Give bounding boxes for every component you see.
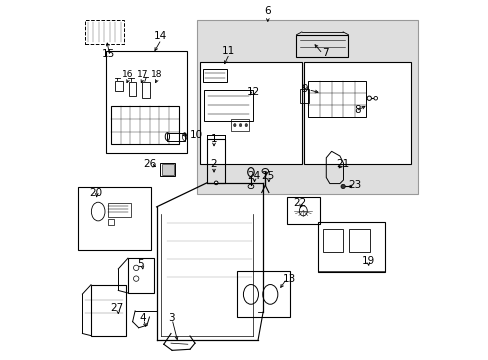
Text: 19: 19 — [361, 256, 374, 266]
Text: 2: 2 — [210, 159, 217, 169]
Bar — [296, 35, 348, 57]
Bar — [115, 81, 123, 91]
Bar — [129, 82, 136, 96]
Ellipse shape — [373, 96, 377, 100]
Text: 8: 8 — [353, 105, 360, 115]
Bar — [85, 21, 123, 44]
Ellipse shape — [165, 133, 169, 140]
Text: 5: 5 — [137, 259, 143, 269]
Text: 26: 26 — [142, 159, 156, 169]
Bar — [128, 258, 153, 293]
Text: 14: 14 — [153, 31, 166, 41]
Text: 18: 18 — [151, 70, 162, 79]
Bar — [160, 163, 175, 176]
Text: 11: 11 — [221, 46, 235, 56]
Text: 25: 25 — [261, 171, 274, 181]
Ellipse shape — [214, 181, 218, 185]
Text: 24: 24 — [246, 171, 260, 181]
Ellipse shape — [233, 123, 236, 127]
Bar — [142, 82, 150, 98]
Bar — [107, 203, 131, 217]
Bar — [197, 21, 418, 194]
Text: 4: 4 — [139, 313, 145, 323]
Ellipse shape — [366, 96, 371, 100]
Bar — [286, 197, 319, 224]
Bar — [78, 187, 151, 250]
Bar — [162, 164, 174, 175]
Text: 6: 6 — [264, 6, 270, 16]
Bar — [303, 62, 410, 164]
Bar — [348, 229, 369, 252]
Ellipse shape — [244, 123, 247, 127]
Ellipse shape — [239, 123, 241, 127]
Text: 7: 7 — [321, 48, 328, 58]
Bar — [322, 229, 343, 252]
Ellipse shape — [340, 184, 345, 189]
Bar — [203, 69, 226, 82]
Bar — [308, 81, 366, 117]
Text: 13: 13 — [282, 274, 295, 284]
Bar — [231, 120, 249, 131]
Bar — [91, 285, 126, 336]
Text: 23: 23 — [347, 180, 361, 190]
Bar — [300, 89, 309, 103]
Bar — [107, 219, 114, 225]
Text: 21: 21 — [336, 159, 349, 169]
Text: 15: 15 — [102, 49, 115, 59]
Text: 10: 10 — [189, 130, 202, 140]
Text: 16: 16 — [122, 70, 133, 79]
Text: 1: 1 — [210, 134, 217, 144]
Bar — [106, 51, 187, 153]
Text: 3: 3 — [167, 313, 174, 323]
Bar — [111, 107, 178, 144]
Bar — [317, 222, 385, 272]
Text: 22: 22 — [293, 198, 306, 208]
Text: 27: 27 — [110, 303, 123, 314]
Bar — [204, 90, 252, 121]
Bar — [236, 271, 289, 318]
Bar — [206, 139, 225, 183]
Bar — [167, 133, 184, 140]
Text: 20: 20 — [89, 188, 102, 198]
Text: 9: 9 — [301, 84, 307, 94]
Bar — [199, 62, 301, 164]
Text: 12: 12 — [246, 87, 260, 97]
Text: 17: 17 — [136, 70, 148, 79]
